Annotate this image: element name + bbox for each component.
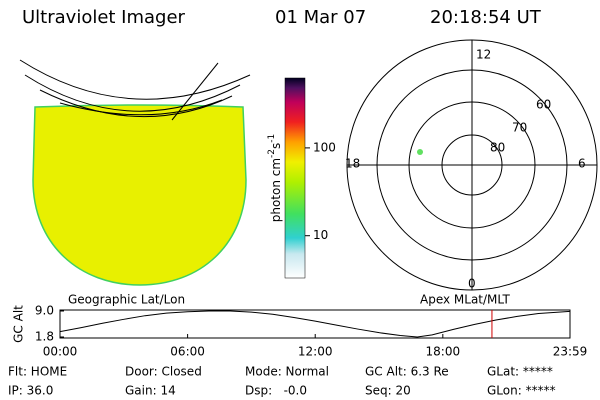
polar-grid bbox=[346, 39, 598, 291]
lat-label: 60 bbox=[536, 98, 551, 112]
mlt-label: 6 bbox=[578, 157, 586, 171]
status-field: GC Alt: 6.3 Re bbox=[365, 365, 449, 379]
status-field: Door: Closed bbox=[125, 365, 202, 379]
mlt-label: 0 bbox=[468, 277, 476, 291]
x-tick-label: 06:00 bbox=[170, 345, 205, 359]
colorbar-label: photon cm-2s-1 bbox=[267, 134, 283, 223]
colorbar-tick-label: 100 bbox=[313, 140, 336, 154]
status-field: Seq: 20 bbox=[365, 384, 411, 398]
uv-image bbox=[19, 59, 251, 286]
x-tick-label: 23:59 bbox=[553, 345, 588, 359]
status-field: Gain: 14 bbox=[125, 384, 176, 398]
lat-label: 80 bbox=[490, 141, 505, 155]
lat-label: 70 bbox=[512, 121, 527, 135]
x-tick-label: 18:00 bbox=[426, 345, 461, 359]
y-axis-label: GC Alt bbox=[12, 305, 26, 343]
time: 20:18:54 UT bbox=[430, 7, 542, 28]
map-label: Apex MLat/MLT bbox=[420, 293, 510, 307]
title: Ultraviolet Imager bbox=[22, 7, 186, 28]
mlt-label: 12 bbox=[476, 48, 491, 62]
status-field: Flt: HOME bbox=[8, 365, 67, 379]
colorbar-tick-label: 10 bbox=[313, 228, 328, 242]
colorbar bbox=[284, 77, 306, 279]
x-tick-label: 12:00 bbox=[298, 345, 333, 359]
map-label: Geographic Lat/Lon bbox=[68, 293, 185, 307]
date: 01 Mar 07 bbox=[275, 7, 366, 28]
status-field: GLat: ***** bbox=[487, 365, 553, 379]
status-field: IP: 36.0 bbox=[8, 384, 53, 398]
status-field: GLon: ***** bbox=[487, 384, 556, 398]
mlt-label: 18 bbox=[345, 157, 360, 171]
y-tick-label: 1.8 bbox=[35, 330, 54, 344]
y-tick-label: 9.0 bbox=[35, 304, 54, 318]
status-field: Dsp: -0.0 bbox=[245, 384, 307, 398]
x-tick-label: 00:00 bbox=[43, 345, 78, 359]
plot-frame bbox=[59, 309, 571, 339]
altitude-line bbox=[59, 310, 571, 338]
status-field: Mode: Normal bbox=[245, 365, 329, 379]
